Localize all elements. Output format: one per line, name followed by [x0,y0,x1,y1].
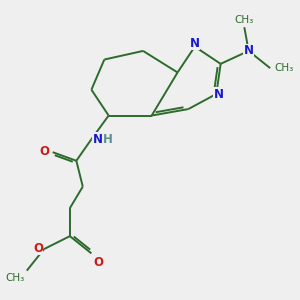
Text: N: N [214,88,224,100]
Text: CH₃: CH₃ [274,63,294,73]
Text: O: O [94,256,103,268]
Text: N: N [92,133,103,146]
Text: N: N [244,44,254,57]
Text: O: O [33,242,43,255]
Text: N: N [190,37,200,50]
Text: O: O [39,145,50,158]
Text: CH₃: CH₃ [5,273,25,283]
Text: H: H [103,133,113,146]
Text: CH₃: CH₃ [235,15,254,25]
